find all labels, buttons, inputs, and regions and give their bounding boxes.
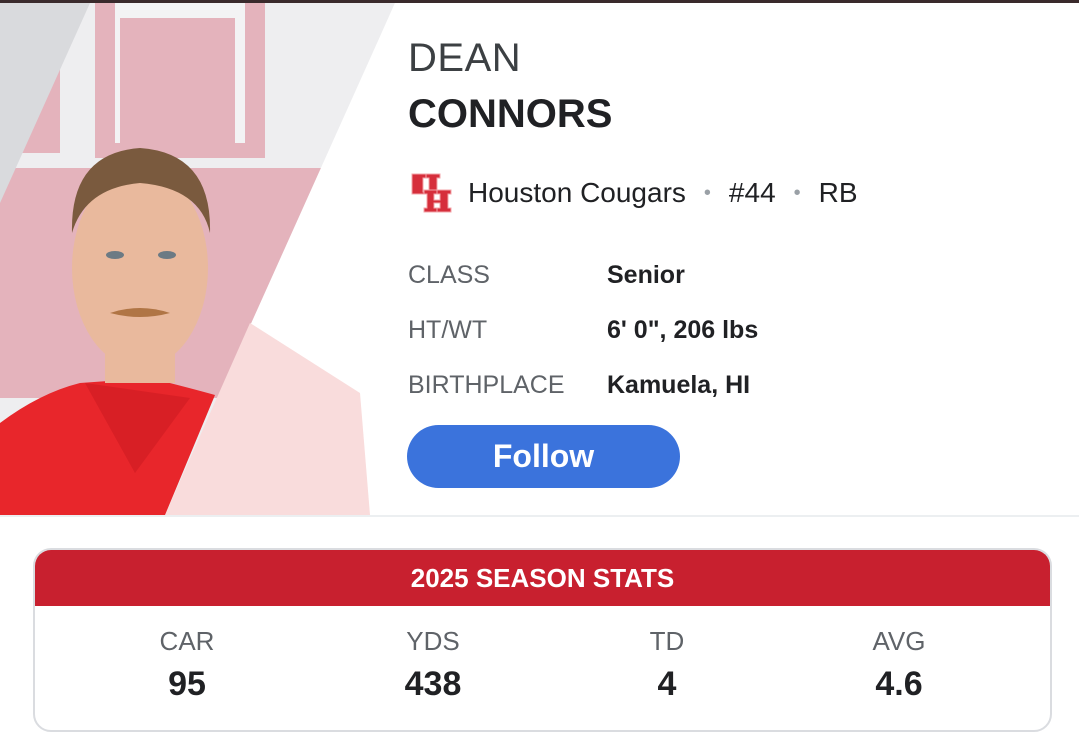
season-stats-title: 2025 SEASON STATS — [35, 550, 1050, 606]
detail-row-ht-wt: HT/WT 6' 0", 206 lbs — [408, 303, 758, 358]
season-stats-card: 2025 SEASON STATS CAR 95 YDS 438 TD 4 AV… — [33, 548, 1052, 732]
team-info: Houston Cougars • #44 • RB — [410, 172, 858, 214]
detail-label: HT/WT — [408, 316, 488, 344]
stat-value: 4.6 — [875, 665, 923, 703]
stat-label: CAR — [159, 626, 215, 656]
stat-avg: AVG 4.6 — [849, 626, 949, 704]
team-name[interactable]: Houston Cougars — [468, 177, 686, 208]
divider — [0, 515, 1079, 517]
detail-value: Kamuela, HI — [607, 371, 751, 399]
player-position: RB — [818, 177, 858, 208]
player-headshot — [0, 3, 400, 515]
player-details: CLASS Senior HT/WT 6' 0", 206 lbs BIRTHP… — [408, 248, 758, 413]
team-logo-icon[interactable] — [410, 172, 456, 214]
separator-dot: • — [703, 181, 711, 204]
stat-label: YDS — [406, 626, 460, 656]
player-first-name: DEAN — [408, 36, 522, 80]
detail-row-class: CLASS Senior — [408, 248, 758, 303]
stat-value: 95 — [168, 665, 206, 703]
stat-value: 4 — [657, 665, 677, 703]
jersey-number: #44 — [728, 177, 776, 208]
follow-button[interactable]: Follow — [407, 425, 680, 488]
stat-value: 438 — [404, 665, 462, 703]
detail-row-birthplace: BIRTHPLACE Kamuela, HI — [408, 358, 758, 413]
stat-yds: YDS 438 — [383, 626, 483, 704]
detail-label: CLASS — [408, 261, 490, 289]
top-border — [0, 0, 1079, 3]
player-last-name: CONNORS — [408, 92, 613, 136]
stat-td: TD 4 — [617, 626, 717, 704]
stat-car: CAR 95 — [137, 626, 237, 704]
stats-row: CAR 95 YDS 438 TD 4 AVG 4.6 — [35, 606, 1050, 703]
detail-value: 6' 0", 206 lbs — [607, 316, 759, 344]
detail-value: Senior — [607, 261, 685, 289]
stat-label: AVG — [872, 626, 926, 656]
separator-dot: • — [793, 181, 801, 204]
detail-label: BIRTHPLACE — [408, 371, 565, 399]
stat-label: TD — [649, 626, 685, 656]
